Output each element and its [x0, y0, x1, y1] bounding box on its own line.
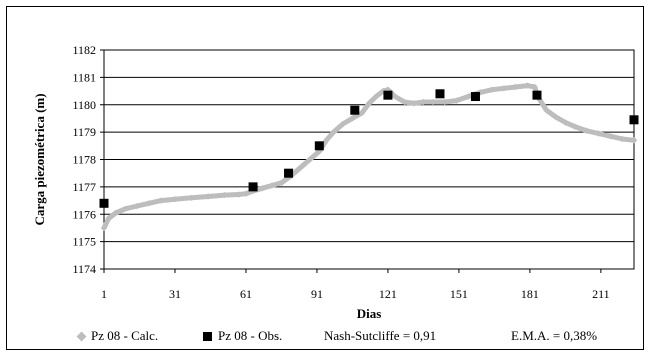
calc-point: [100, 224, 108, 232]
y-tick-label: 1177: [72, 180, 96, 194]
legend-label-calc: Pz 08 - Calc.: [91, 328, 159, 343]
calc-point: [441, 98, 448, 106]
calc-point: [630, 137, 638, 144]
calc-point: [583, 127, 590, 134]
chart-frame: [6, 6, 644, 350]
calc-point: [105, 215, 112, 222]
legend-item-obs: Pz 08 - Obs.: [203, 328, 282, 344]
calc-point: [512, 83, 519, 91]
diamond-marker-icon: [76, 331, 87, 341]
calc-point: [112, 209, 120, 217]
square-marker-icon: [203, 331, 212, 341]
calc-point: [268, 182, 276, 189]
calc-point: [330, 128, 337, 136]
y-tick-label: 1175: [72, 235, 96, 249]
x-tick-label: 121: [379, 287, 397, 301]
calc-point: [552, 113, 560, 121]
y-tick-label: 1176: [72, 207, 96, 221]
obs-point: [383, 90, 393, 100]
calc-point: [188, 194, 195, 202]
calc-point: [358, 109, 366, 117]
y-tick-label: 1178: [72, 153, 96, 167]
chart-plot: 1174 1175 1176 1177 1178 1179 1180 1181 1182 1 31…: [32, 43, 639, 321]
y-tick-label: 1179: [72, 125, 96, 139]
calc-point: [278, 179, 285, 186]
calc-point: [339, 120, 347, 128]
legend: Pz 08 - Calc. Pz 08 - Obs. Nash-Sutcliff…: [0, 328, 652, 350]
y-axis-title: Carga piezométrica (m): [32, 93, 47, 225]
obs-point: [314, 141, 324, 151]
obs-point: [248, 182, 258, 192]
calc-point: [420, 98, 427, 106]
calc-point: [410, 100, 418, 107]
calc-point: [306, 156, 314, 163]
calc-point: [453, 97, 460, 104]
calc-point: [133, 202, 141, 210]
calc-series-line: [101, 83, 637, 231]
calc-point: [465, 93, 472, 100]
x-tick-label: 61: [240, 287, 252, 301]
obs-point: [435, 89, 445, 99]
calc-point: [372, 93, 380, 100]
calc-point: [323, 137, 330, 144]
calc-point: [259, 185, 266, 192]
calc-point: [401, 98, 408, 106]
obs-point: [350, 105, 360, 115]
y-tick-label: 1182: [72, 43, 96, 57]
calc-point: [157, 197, 164, 204]
calc-point: [524, 82, 531, 89]
calc-point: [242, 190, 250, 197]
calc-point: [500, 85, 508, 92]
calc-point: [571, 123, 579, 130]
nash-sutcliffe-annotation: Nash-Sutcliffe = 0,91: [324, 328, 437, 343]
ema-annotation: E.M.A. = 0,38%: [511, 328, 598, 343]
obs-point: [99, 198, 109, 208]
calc-point: [297, 164, 304, 171]
y-tick-label: 1181: [72, 70, 96, 84]
calc-point: [607, 133, 614, 140]
calc-point: [204, 193, 212, 200]
calc-point: [391, 93, 399, 100]
calc-point: [145, 200, 153, 207]
x-tick-label: 31: [169, 287, 181, 301]
obs-point: [284, 168, 294, 178]
calc-point: [122, 205, 129, 212]
calc-point: [365, 100, 373, 107]
legend-label-obs: Pz 08 - Obs.: [218, 328, 283, 343]
calc-point: [618, 135, 626, 143]
obs-point: [470, 92, 480, 102]
obs-point: [532, 90, 542, 100]
x-tick-label: 211: [592, 287, 610, 301]
y-tick-label: 1180: [72, 98, 96, 112]
calc-point: [349, 115, 356, 122]
calc-point: [429, 98, 437, 106]
x-axis-title: Dias: [357, 306, 382, 321]
calc-point: [543, 107, 550, 114]
calc-point: [531, 83, 538, 91]
calc-point: [595, 130, 602, 137]
x-tick-label: 181: [521, 287, 539, 301]
x-tick-label: 1: [101, 287, 107, 301]
x-tick-label: 91: [311, 287, 323, 301]
legend-item-calc: Pz 08 - Calc.: [76, 328, 159, 344]
obs-point: [629, 115, 639, 125]
x-tick-label: 151: [450, 287, 468, 301]
calc-point: [235, 191, 243, 198]
calc-point: [171, 195, 179, 203]
y-tick-label: 1174: [72, 262, 96, 276]
calc-point: [221, 191, 228, 199]
calc-point: [562, 119, 569, 126]
calc-point: [488, 86, 496, 93]
